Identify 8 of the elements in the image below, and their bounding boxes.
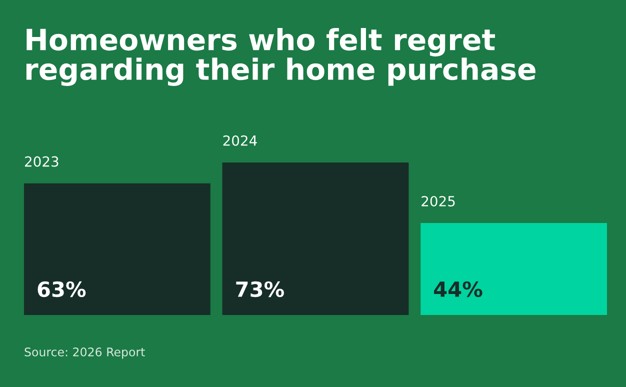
data-label: 44% — [434, 281, 482, 298]
source-note: Source: 2026 Report — [24, 347, 145, 359]
chart-title: Homeowners who felt regret regarding their home purchase — [26, 28, 536, 86]
x-tick-label: 2023 — [25, 156, 58, 167]
x-tick-label: 2024 — [223, 135, 257, 146]
data-label: 73% — [236, 281, 284, 298]
data-label: 63% — [38, 281, 86, 298]
x-tick-label: 2025 — [422, 196, 455, 206]
